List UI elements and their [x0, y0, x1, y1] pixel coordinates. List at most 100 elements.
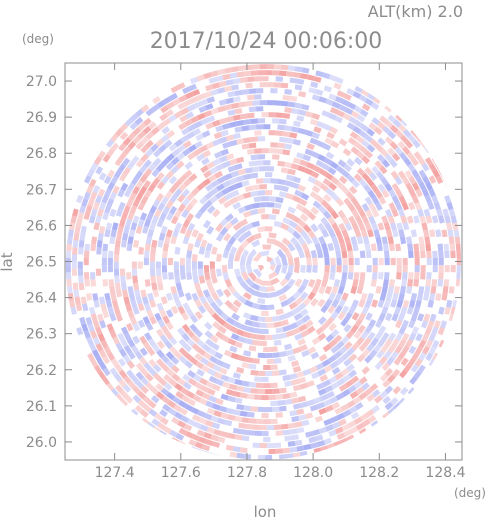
radar-cell: [196, 368, 205, 377]
radar-cell: [336, 432, 346, 440]
radar-cell: [163, 382, 173, 391]
radar-cell: [401, 176, 410, 186]
radar-cell: [117, 225, 124, 234]
radar-cell: [227, 236, 237, 246]
radar-cell: [193, 148, 202, 157]
radar-cell: [384, 250, 390, 259]
radar-cell: [175, 282, 183, 291]
radar-cell: [266, 238, 276, 245]
radar-cell: [107, 169, 115, 179]
radar-cell: [206, 225, 215, 235]
radar-cell: [261, 413, 269, 419]
radar-cell: [338, 138, 348, 147]
radar-cell: [131, 261, 137, 269]
radar-cell: [338, 104, 347, 112]
radar-cell: [143, 341, 152, 351]
radar-cell: [425, 215, 433, 224]
radar-cell: [423, 229, 430, 238]
radar-cell: [339, 279, 347, 288]
radar-cell: [353, 156, 363, 166]
radar-cell: [275, 394, 284, 400]
radar-cell: [84, 243, 90, 252]
radar-cell: [102, 154, 111, 163]
radar-cell: [329, 107, 339, 115]
radar-cell: [284, 380, 293, 387]
radar-cell: [277, 142, 285, 149]
radar-cell: [121, 212, 128, 221]
radar-cell: [371, 165, 380, 175]
radar-cell: [200, 117, 209, 126]
radar-cell: [114, 239, 121, 248]
radar-cell: [81, 303, 89, 312]
radar-cell: [331, 285, 339, 295]
radar-cell: [161, 175, 170, 185]
radar-cell: [236, 156, 245, 164]
radar-cell: [252, 358, 260, 364]
radar-cell: [323, 210, 332, 220]
radar-cell: [334, 372, 344, 381]
radar-cell: [133, 282, 140, 291]
radar-cell: [352, 125, 362, 134]
radar-cell: [317, 368, 327, 377]
radar-cell: [111, 299, 119, 308]
radar-cell: [259, 166, 267, 172]
radar-cell: [315, 159, 325, 168]
radar-cell: [204, 250, 211, 259]
radar-cell: [397, 140, 406, 150]
radar-cell: [292, 452, 301, 459]
radar-cell: [301, 314, 311, 323]
radar-cell: [266, 202, 275, 208]
radar-cell: [169, 205, 178, 215]
radar-cell: [174, 209, 182, 219]
radar-cell: [321, 279, 328, 288]
radar-cell: [424, 326, 432, 336]
radar-cell: [375, 202, 383, 211]
radar-cell: [349, 390, 359, 399]
radar-cell: [261, 196, 269, 202]
radar-cell: [364, 196, 373, 206]
radar-cell: [364, 166, 373, 176]
radar-cell: [410, 393, 419, 403]
radar-cell: [361, 215, 370, 225]
radar-cell: [189, 197, 198, 207]
radar-cell: [270, 382, 278, 389]
radar-cell: [373, 229, 381, 238]
radar-cell: [210, 187, 219, 196]
radar-cell: [402, 272, 408, 280]
radar-cell: [342, 265, 348, 273]
radar-cell: [90, 313, 98, 322]
radar-cell: [137, 218, 145, 228]
radar-cell: [241, 89, 250, 95]
radar-cell: [356, 235, 364, 245]
radar-cell: [189, 323, 198, 333]
radar-cell: [348, 353, 358, 362]
radar-cell: [127, 211, 135, 221]
radar-cell: [232, 78, 241, 85]
radar-cell: [284, 271, 293, 281]
radar-cell: [250, 239, 260, 248]
radar-cell: [122, 384, 132, 393]
radar-cell: [354, 120, 364, 129]
radar-cell: [119, 123, 129, 132]
radar-cell: [143, 117, 152, 127]
radar-cell: [347, 420, 357, 429]
radar-cell: [140, 368, 149, 377]
radar-cell: [387, 147, 396, 156]
radar-cell: [325, 98, 334, 106]
radar-cell: [157, 282, 164, 291]
radar-cell: [140, 376, 149, 386]
radar-cell: [389, 397, 399, 406]
radar-cell: [367, 415, 377, 424]
radar-cell: [317, 298, 326, 308]
y-tick-label: 26.0: [26, 435, 57, 451]
radar-cell: [279, 118, 287, 125]
radar-cell: [251, 321, 260, 328]
radar-cell: [387, 344, 396, 354]
radar-cell: [324, 172, 334, 181]
radar-cell: [266, 425, 274, 431]
radar-cell: [309, 191, 319, 200]
radar-cell: [346, 174, 356, 183]
radar-cell: [208, 174, 217, 183]
radar-cell: [381, 189, 390, 199]
radar-cell: [127, 286, 134, 294]
